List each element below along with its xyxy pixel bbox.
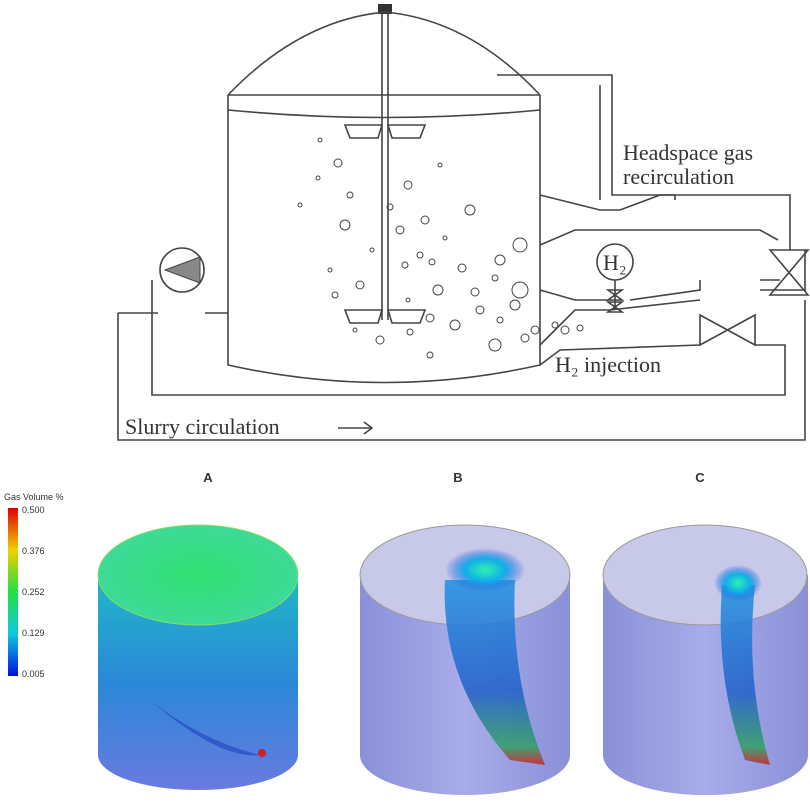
panel-labels: A B C xyxy=(203,470,705,485)
bubble xyxy=(315,175,321,181)
shaft xyxy=(381,14,389,320)
bubble xyxy=(496,316,504,324)
bubble xyxy=(331,291,339,299)
colorbar-tick-label: 0.500 xyxy=(22,505,45,515)
bubble xyxy=(346,191,354,199)
bubble xyxy=(475,305,485,315)
bubble xyxy=(352,327,358,333)
reactor-schematic: Headspace gas recirculation H₂ H₂ inject… xyxy=(117,4,810,441)
bubble xyxy=(375,335,385,345)
cylinder-body xyxy=(98,575,298,790)
bubble xyxy=(426,351,434,359)
bubble xyxy=(576,324,584,332)
bubble xyxy=(530,325,540,335)
bubble xyxy=(416,251,424,259)
bubble xyxy=(317,137,323,143)
injection-valve xyxy=(699,313,756,347)
bubble xyxy=(428,258,436,266)
bubble xyxy=(442,235,448,241)
flow-arrow xyxy=(338,421,374,435)
colorbar-tick-label: 0.252 xyxy=(22,587,45,597)
pump xyxy=(159,247,205,293)
bubble xyxy=(464,204,476,216)
colorbar-title: Gas Volume % xyxy=(4,492,64,502)
pump-arrow xyxy=(163,256,201,284)
liquid-surface xyxy=(227,94,541,119)
headspace-label: Headspace gas xyxy=(623,140,753,165)
bubble xyxy=(512,237,528,253)
colorbar-tick-label: 0.129 xyxy=(22,628,45,638)
panel-b xyxy=(359,524,571,795)
bubble xyxy=(494,254,506,266)
bubble xyxy=(395,225,405,235)
panel-label: A xyxy=(203,470,213,485)
injector xyxy=(539,229,806,301)
bubble xyxy=(509,299,521,311)
injection-label: H₂ injection xyxy=(555,352,661,377)
bubble xyxy=(511,281,529,299)
panel-label: B xyxy=(453,470,462,485)
slurry-loop xyxy=(117,280,806,441)
bubble xyxy=(449,319,461,331)
cylinder-top xyxy=(602,524,808,626)
panel-a xyxy=(97,524,299,790)
bubble xyxy=(339,219,351,231)
motor xyxy=(378,4,392,14)
bubble xyxy=(327,267,333,273)
bubble xyxy=(405,297,411,303)
bubble xyxy=(520,333,530,343)
bubble xyxy=(333,158,343,168)
vessel xyxy=(227,95,541,384)
plume-top xyxy=(445,548,525,592)
injection-line xyxy=(539,299,701,366)
plume xyxy=(444,580,545,765)
plume xyxy=(720,585,770,765)
bubble xyxy=(560,325,570,335)
bubble xyxy=(470,287,480,297)
gas-pipe xyxy=(497,74,676,200)
plume-top xyxy=(714,565,762,601)
impeller-bottom xyxy=(343,309,427,324)
slurry-label: Slurry circulation xyxy=(125,414,280,439)
bubble xyxy=(420,215,430,225)
panel-label: C xyxy=(695,470,705,485)
impeller-top xyxy=(343,124,427,139)
dome xyxy=(227,11,541,96)
colorbar-tick-label: 0.376 xyxy=(22,546,45,556)
bubble xyxy=(386,203,394,211)
bubble xyxy=(488,338,502,352)
bubble xyxy=(355,280,365,290)
bubble xyxy=(369,247,375,253)
bubble xyxy=(457,263,467,273)
bubble xyxy=(406,328,414,336)
headspace-label: recirculation xyxy=(623,164,734,189)
bubble xyxy=(432,284,444,296)
h2-label: H₂ xyxy=(603,250,627,275)
cylinder-top xyxy=(97,524,299,626)
bubble xyxy=(403,180,413,190)
panel-c xyxy=(602,524,808,796)
bubble xyxy=(551,321,559,329)
recirc-valve xyxy=(768,249,810,296)
bubble xyxy=(425,313,435,323)
bubble xyxy=(437,162,443,168)
bubbles xyxy=(297,137,584,359)
bubble xyxy=(297,202,303,208)
inlet xyxy=(258,749,266,757)
colorbar-ramp xyxy=(8,508,18,676)
colorbar-tick-label: 0.005 xyxy=(22,669,45,679)
colorbar-ticks: 0.500 0.376 0.252 0.129 0.005 xyxy=(22,505,45,679)
h2-valve xyxy=(605,280,625,313)
colorbar: Gas Volume % 0.500 0.376 0.252 0.129 0.005 xyxy=(4,492,64,679)
recirc-pipe xyxy=(539,85,791,250)
bubble xyxy=(401,261,409,269)
bubble xyxy=(491,274,499,282)
